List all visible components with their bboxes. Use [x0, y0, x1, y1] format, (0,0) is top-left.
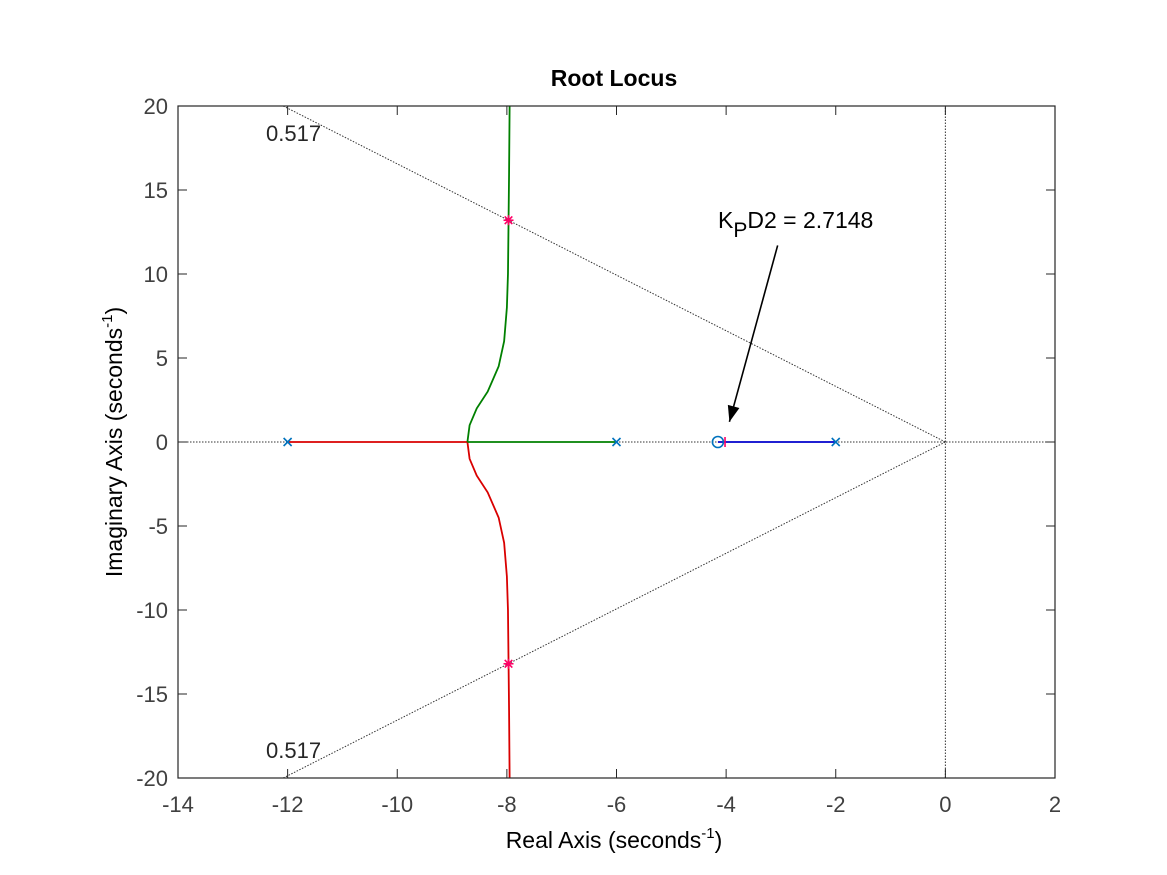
damping-label-top: 0.517 — [266, 121, 321, 146]
annotation-arrow-shaft — [728, 245, 779, 423]
x-axis-label: Real Axis (seconds-1) — [506, 825, 723, 853]
plot-content — [178, 106, 1055, 778]
locus-branch-1 — [466, 441, 511, 778]
y-tick-label: 0 — [156, 430, 168, 455]
damping-line-upper — [283, 106, 946, 443]
pole-marker-2 — [831, 437, 841, 447]
x-tick-label: -8 — [497, 792, 517, 817]
y-tick-label: -5 — [148, 514, 168, 539]
y-tick-label: 10 — [144, 262, 168, 287]
closed-loop-pole-1 — [503, 658, 514, 669]
x-tick-label: -2 — [826, 792, 846, 817]
pole-stroke-b — [831, 437, 841, 447]
cl-pole-stroke-d2 — [504, 215, 513, 225]
x-tick-label: 0 — [939, 792, 951, 817]
cl-pole-stroke-d2 — [504, 659, 513, 669]
x-tick-label: -12 — [272, 792, 304, 817]
closed-loop-pole-0 — [503, 215, 514, 226]
x-tick-label: -6 — [607, 792, 627, 817]
chart-title: Root Locus — [551, 65, 678, 91]
y-tick-label: -15 — [136, 682, 168, 707]
x-tick-label: -4 — [716, 792, 736, 817]
pole-marker-1 — [611, 437, 622, 447]
y-tick-label: -10 — [136, 598, 168, 623]
zero-marker-0 — [711, 435, 725, 449]
pole-stroke-b — [611, 437, 622, 447]
y-tick-label: 20 — [144, 94, 168, 119]
damping-label-bottom: 0.517 — [266, 738, 321, 763]
damping-line-lower — [283, 441, 946, 778]
locus-branch-3 — [466, 106, 511, 443]
annotation-arrow-head — [727, 404, 740, 422]
y-axis-label: Imaginary Axis (seconds-1) — [99, 307, 127, 577]
gain-annotation: KPD2 = 2.7148 — [718, 207, 873, 242]
x-tick-label: 2 — [1049, 792, 1061, 817]
pole-stroke-b — [283, 437, 293, 447]
y-tick-label: 5 — [156, 346, 168, 371]
x-tick-label: -10 — [381, 792, 413, 817]
pole-marker-0 — [283, 437, 293, 447]
x-tick-label: -14 — [162, 792, 194, 817]
y-tick-label: 15 — [144, 178, 168, 203]
y-tick-label: -20 — [136, 766, 168, 791]
